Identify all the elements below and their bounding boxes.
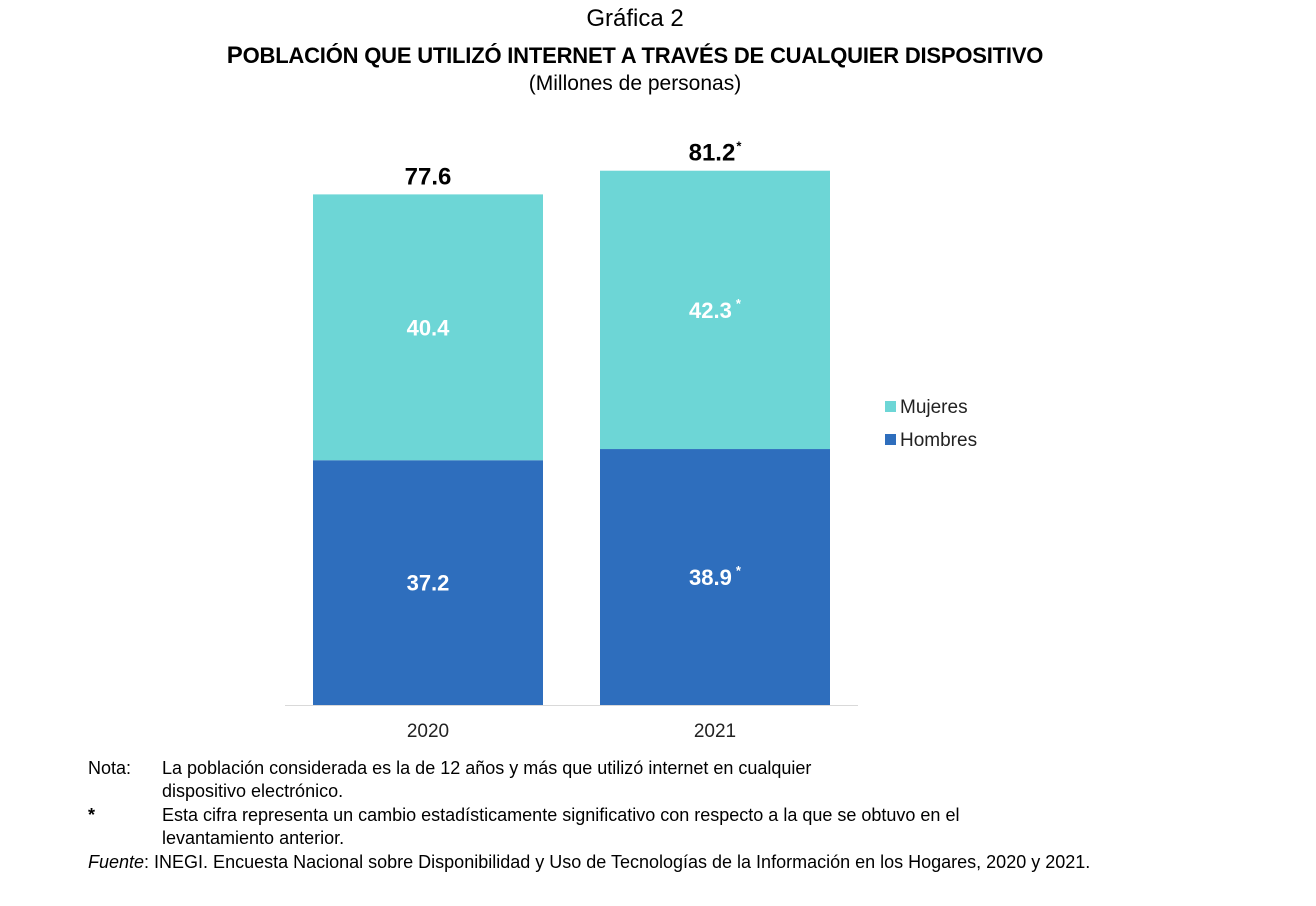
nota-label: Nota: — [88, 758, 132, 778]
data-label-hombres-2020: 37.2 — [407, 571, 450, 596]
total-label-2021: 81.2* — [689, 139, 743, 167]
chart-label: Gráfica 2 — [586, 5, 684, 32]
star-line-1: Esta cifra representa un cambio estadíst… — [162, 805, 960, 825]
legend-swatch-mujeres — [885, 401, 896, 412]
x-tick-label-2021: 2021 — [694, 721, 736, 742]
bar-hombres-2021 — [600, 449, 830, 705]
fuente-label: Fuente — [88, 852, 145, 872]
bar-mujeres-2020 — [313, 194, 543, 461]
fuente-note: Fuente: INEGI. Encuesta Nacional sobre D… — [88, 851, 1090, 873]
star-label: * — [88, 805, 96, 825]
legend-label-hombres: Hombres — [900, 430, 977, 451]
significance-mark: * — [736, 139, 742, 154]
nota-line-2: dispositivo electrónico. — [162, 781, 344, 801]
star-line-2: levantamiento anterior. — [162, 828, 345, 848]
significance-mark: * — [736, 296, 742, 311]
significance-mark: * — [736, 563, 742, 578]
legend-swatch-hombres — [885, 434, 896, 445]
nota-line-1: La población considerada es la de 12 año… — [162, 758, 812, 778]
data-label-mujeres-2020: 40.4 — [407, 315, 451, 340]
bar-mujeres-2021 — [600, 170, 830, 450]
legend-label-mujeres: Mujeres — [900, 397, 968, 418]
fuente-text: : INEGI. Encuesta Nacional sobre Disponi… — [144, 852, 1091, 872]
total-label-2020: 77.6 — [405, 163, 452, 190]
chart-title: POBLACIÓN QUE UTILIZÓ INTERNET A TRAVÉS … — [226, 42, 1044, 69]
chart-subtitle: (Millones de personas) — [528, 72, 742, 95]
bar-hombres-2020 — [313, 460, 543, 705]
x-tick-label-2020: 2020 — [407, 721, 449, 742]
